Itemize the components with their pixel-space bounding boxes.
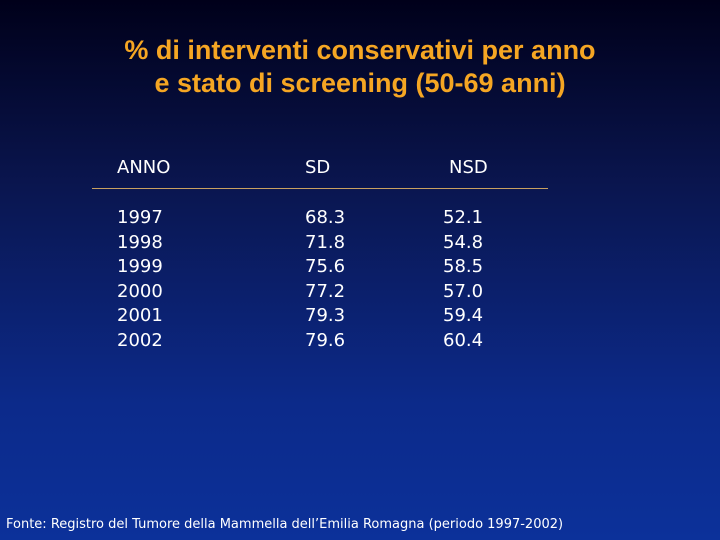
table-body: 1997 68.3 52.1 1998 71.8 54.8 1999 75.6 … bbox=[92, 206, 548, 353]
cell-nsd: 59.4 bbox=[443, 305, 484, 326]
table-row: 1999 75.6 58.5 bbox=[92, 255, 548, 280]
cell-nsd: 60.4 bbox=[443, 329, 484, 351]
slide-title-line-2: e stato di screening (50-69 anni) bbox=[154, 68, 566, 98]
cell-sd: 79.3 bbox=[305, 305, 346, 326]
slide-title-line-1: % di interventi conservativi per anno bbox=[124, 35, 596, 65]
cell-sd: 79.6 bbox=[305, 329, 346, 351]
cell-year: 1999 bbox=[117, 256, 163, 277]
table-row: 2002 79.6 60.4 bbox=[92, 329, 548, 354]
header-anno: ANNO bbox=[117, 157, 171, 178]
cell-nsd: 58.5 bbox=[443, 256, 484, 277]
cell-year: 1997 bbox=[117, 207, 163, 228]
cell-nsd: 52.1 bbox=[443, 207, 484, 228]
data-table: ANNO SD NSD 1997 68.3 52.1 1998 71.8 54.… bbox=[92, 157, 548, 351]
slide-title: % di interventi conservativi per anno e … bbox=[0, 34, 720, 100]
header-sd: SD bbox=[305, 157, 331, 178]
table-row: 2000 77.2 57.0 bbox=[92, 280, 548, 305]
source-footnote: Fonte: Registro del Tumore della Mammell… bbox=[6, 517, 564, 532]
cell-year: 2000 bbox=[117, 280, 163, 302]
cell-sd: 71.8 bbox=[305, 231, 346, 253]
table-row: 2001 79.3 59.4 bbox=[92, 304, 548, 329]
cell-sd: 77.2 bbox=[305, 280, 346, 302]
cell-year: 2001 bbox=[117, 305, 163, 326]
cell-sd: 75.6 bbox=[305, 256, 346, 277]
header-nsd: NSD bbox=[449, 157, 488, 178]
cell-year: 2002 bbox=[117, 329, 163, 351]
cell-nsd: 54.8 bbox=[443, 231, 484, 253]
cell-sd: 68.3 bbox=[305, 207, 346, 228]
table-row: 1997 68.3 52.1 bbox=[92, 206, 548, 231]
table-row: 1998 71.8 54.8 bbox=[92, 231, 548, 256]
cell-year: 1998 bbox=[117, 231, 163, 253]
cell-nsd: 57.0 bbox=[443, 280, 484, 302]
table-header-row: ANNO SD NSD bbox=[92, 157, 548, 185]
header-divider bbox=[92, 188, 548, 189]
